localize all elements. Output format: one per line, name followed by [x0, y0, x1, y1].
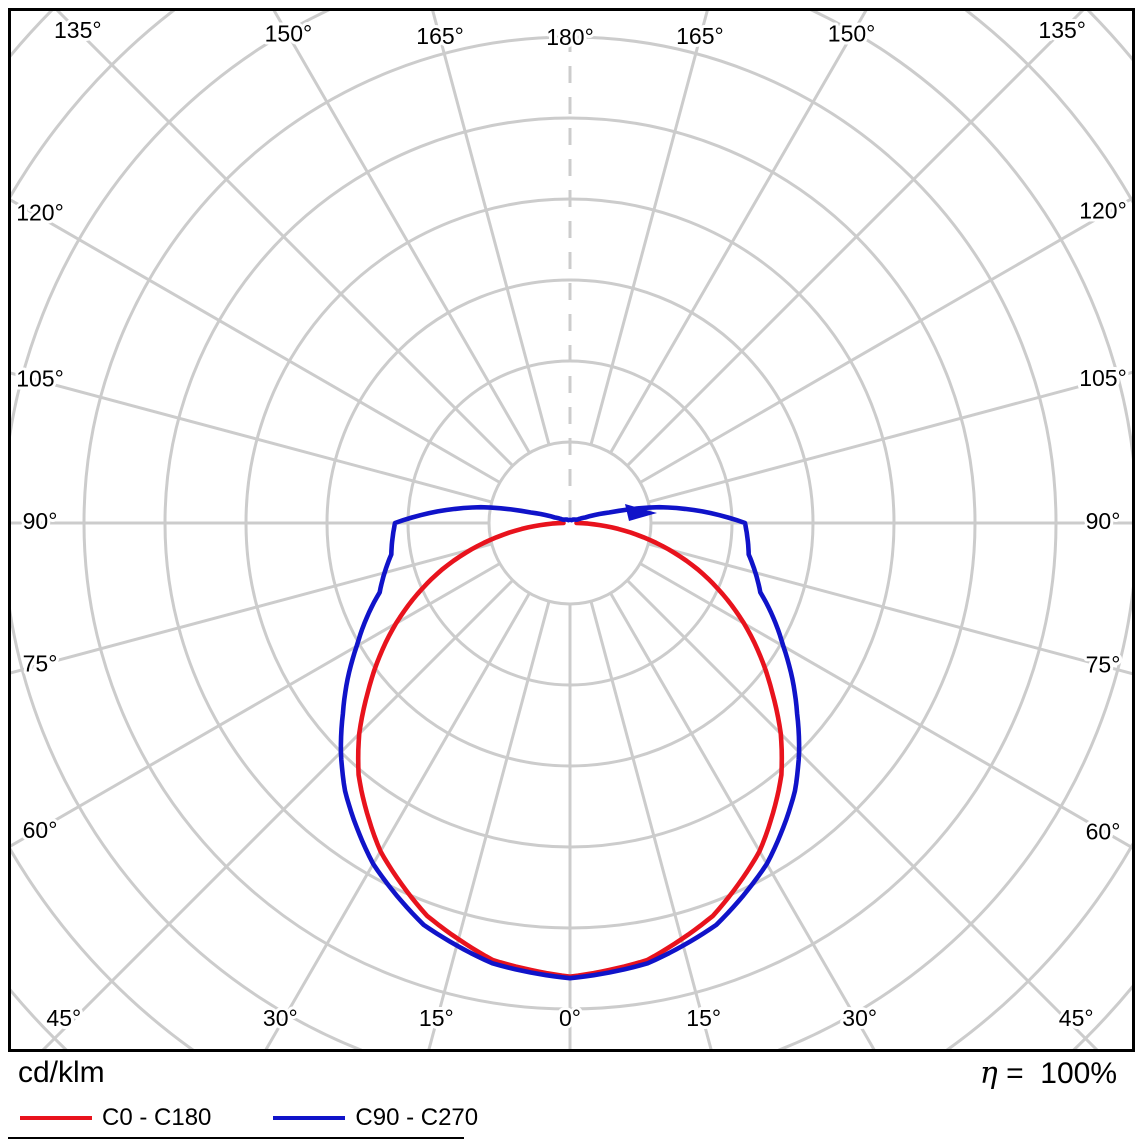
grid-radial-line [55, 11, 514, 467]
legend-item-c90: C90 - C270 [273, 1104, 478, 1132]
grid-radial-line [626, 11, 1085, 467]
legend: C0 - C180 C90 - C270 [20, 1104, 478, 1132]
grid-ring [487, 440, 653, 606]
legend-label-c90: C90 - C270 [355, 1104, 479, 1131]
grid-radial-line [264, 592, 531, 1049]
angle-tick-label: 90° [1086, 508, 1121, 534]
curve-c90-c270 [338, 504, 802, 981]
angle-tick-label: 135° [54, 17, 102, 43]
legend-label-c0: C0 - C180 [102, 1104, 212, 1131]
angle-tick-label: 105° [1079, 365, 1127, 391]
grid-radial-line [647, 542, 1132, 676]
grid-radial-line [272, 11, 531, 454]
c90-direction-arrow-icon [625, 504, 657, 521]
unit-label: cd/klm [18, 1056, 105, 1089]
angle-tick-label: 75° [1086, 651, 1121, 677]
legend-underline [8, 1137, 464, 1139]
grid-radial-line [41, 579, 514, 1049]
angle-tick-label: 180° [546, 24, 594, 50]
grid-radial-line [431, 11, 551, 446]
angle-tick-label: 30° [842, 1005, 877, 1031]
grid-radial-line [11, 542, 493, 675]
angle-tick-label: 30° [263, 1005, 298, 1031]
legend-item-c0: C0 - C180 [20, 1104, 211, 1132]
angle-tick-label: 45° [46, 1005, 81, 1031]
grid-radial-line [609, 592, 876, 1049]
angle-tick-label: 15° [686, 1005, 721, 1031]
angle-tick-label: 135° [1038, 17, 1086, 43]
grid-radial-line [647, 370, 1132, 504]
angle-tick-label: 120° [16, 199, 64, 225]
efficiency-label: η = 100% [980, 1056, 1117, 1091]
grid-radial-line [639, 196, 1132, 484]
eta-symbol: η [979, 1056, 998, 1091]
angle-tick-label: 150° [265, 20, 313, 46]
angle-tick-label: 105° [16, 366, 64, 392]
grid-radial-line [626, 579, 1099, 1049]
angle-tick-label: 75° [23, 651, 58, 677]
angle-tick-label: 150° [828, 20, 876, 46]
grid-radial-line [639, 562, 1132, 850]
angle-tick-label: 165° [416, 23, 464, 49]
c90-line-swatch [273, 1116, 346, 1120]
angle-tick-label: 15° [419, 1005, 454, 1031]
grid-radial-line [589, 11, 709, 446]
angle-tick-label: 60° [23, 817, 58, 843]
grid-radial-line [11, 198, 501, 484]
angle-tick-label: 60° [1086, 819, 1121, 845]
angle-tick-label: 120° [1079, 198, 1127, 224]
grid-radial-line [11, 562, 501, 848]
angle-tick-label: 165° [676, 23, 724, 49]
grid-radial-line [589, 600, 713, 1049]
angle-labels: 0° 15° 15° 30° 30° 45° 45° 60° 60° 75° 75° 90° 90° 10… [13, 14, 1130, 1034]
angle-tick-label: 0° [559, 1005, 581, 1031]
angle-tick-label: 90° [23, 508, 58, 534]
grid-radial-line [427, 600, 551, 1049]
c0-line-swatch [20, 1116, 92, 1120]
plot-border [8, 8, 1135, 1052]
grid-radial-line [609, 11, 868, 454]
eta-value: = 100% [997, 1057, 1117, 1090]
grid-radial-line [11, 371, 493, 504]
angle-tick-label: 45° [1059, 1005, 1094, 1031]
